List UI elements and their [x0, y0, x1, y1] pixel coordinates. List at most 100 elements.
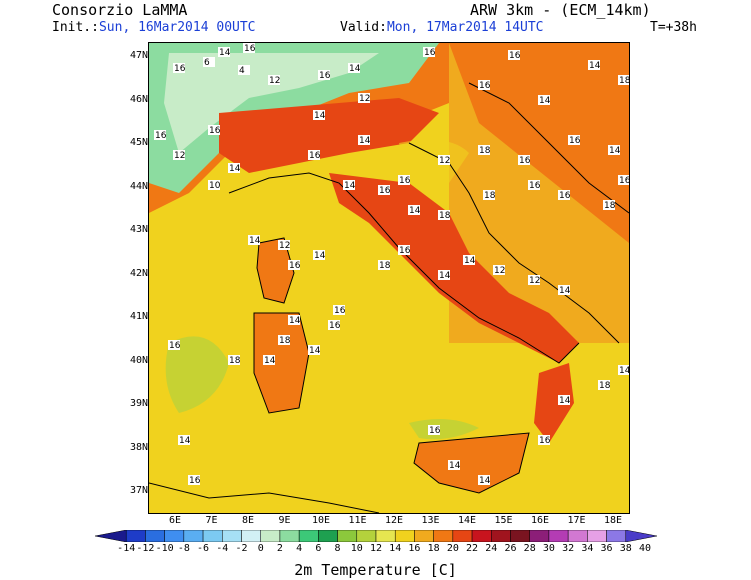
temperature-value: 18	[604, 201, 616, 211]
temperature-value: 14	[539, 96, 551, 106]
temperature-value: 16	[334, 306, 346, 316]
temperature-value: 18	[379, 261, 391, 271]
lat-label: 41N	[129, 311, 148, 322]
temperature-label: 18	[378, 260, 391, 271]
temperature-value: 14	[409, 206, 421, 216]
temperature-value: 16	[509, 51, 521, 61]
init-value: Sun, 16Mar2014 00UTC	[98, 20, 256, 35]
adriatic-fill	[399, 139, 469, 183]
temperature-label-bg	[243, 43, 255, 53]
temperature-value: 16	[244, 44, 256, 54]
colorbar-cell	[125, 530, 146, 542]
temperature-value: 16	[429, 426, 441, 436]
colorbar-tick-label: 40	[638, 543, 652, 554]
temperature-label-bg	[568, 135, 580, 145]
temperature-label-bg	[558, 395, 570, 405]
temperature-label-bg	[558, 190, 570, 200]
colorbar-tick-label: 2	[276, 543, 283, 554]
temperature-label-bg	[438, 270, 450, 280]
temperature-value: 14	[589, 61, 601, 71]
temperature-label-bg	[438, 155, 450, 165]
temperature-value: 16	[399, 246, 411, 256]
peninsula-fill	[329, 173, 579, 363]
temperature-value: 4	[239, 66, 245, 76]
temperature-label-bg	[598, 380, 610, 390]
colorbar-cell	[183, 530, 204, 542]
coastline-sicily	[413, 432, 530, 494]
temperature-label: 16	[188, 475, 201, 486]
temperature-value: 14	[289, 316, 301, 326]
temperature-label-bg	[448, 460, 460, 470]
temperature-label-bg	[493, 265, 505, 275]
temperature-label-bg	[408, 205, 420, 215]
temperature-label: 14	[558, 395, 571, 406]
temperature-value: 18	[479, 146, 491, 156]
colorbar-tick-label: 22	[466, 543, 479, 554]
temperature-label-bg	[278, 335, 290, 345]
colorbar-cell	[260, 530, 281, 542]
lon-label: 7E	[205, 515, 218, 526]
temperature-label: 18	[598, 380, 611, 391]
temperature-value: 12	[529, 276, 540, 286]
temperature-label: 12	[173, 150, 185, 161]
temperature-label: 16	[168, 340, 181, 351]
temperature-value: 16	[309, 151, 321, 161]
temperature-value: 14	[344, 181, 356, 191]
temperature-label-bg	[328, 320, 340, 330]
lead-time: T=+38h	[650, 20, 697, 35]
temperature-label: 14	[313, 110, 326, 121]
temperature-map: 16 14 16 6 4 12 16 14 16 16 14 12 16 14 18 16 16 14 10 14 12…	[148, 42, 630, 514]
temperature-label-bg	[538, 95, 550, 105]
temperature-label: 16	[428, 425, 441, 436]
temperature-label: 14	[478, 475, 491, 486]
temperature-label: 16	[378, 185, 391, 196]
temperature-label: 12	[278, 240, 290, 251]
colorbar-tick-label: 38	[619, 543, 632, 554]
lon-label: 17E	[567, 515, 586, 526]
temperature-label-bg	[478, 145, 490, 155]
temperature-label-bg	[483, 190, 495, 200]
temperature-label: 12	[493, 265, 505, 276]
valid-label: Valid:	[340, 20, 387, 35]
temperature-label-bg	[218, 47, 230, 57]
temperature-label: 16	[333, 305, 346, 316]
temperature-value: 14	[559, 396, 571, 406]
temperature-value: 14	[609, 146, 621, 156]
temperature-value: 14	[309, 346, 321, 356]
temperature-label: 14	[358, 135, 371, 146]
temperature-label-bg	[318, 70, 330, 80]
colorbar	[95, 530, 657, 542]
temperature-label-bg	[428, 425, 440, 435]
valid-value: Mon, 17Mar2014 14UTC	[386, 20, 544, 35]
temperature-label-bg	[268, 75, 280, 85]
temperature-label: 16	[208, 125, 221, 136]
temperature-label-bg	[333, 305, 345, 315]
colorbar-cell	[95, 530, 127, 542]
lon-label: 8E	[241, 515, 255, 526]
temperature-label: 18	[483, 190, 496, 201]
org-title: Consorzio LaMMA	[52, 1, 188, 19]
temperature-label-bg	[178, 435, 190, 445]
temperature-label: 16	[518, 155, 531, 166]
temperature-value: 18	[599, 381, 611, 391]
colorbar-cell	[375, 530, 396, 542]
temperature-label-bg	[478, 80, 490, 90]
colorbar-tick-label: 34	[581, 543, 594, 554]
temperature-value: 16	[619, 176, 629, 186]
temperature-label-bg	[558, 285, 570, 295]
valid-time: Valid:Mon, 17Mar2014 14UTC	[340, 20, 544, 36]
colorbar-tick-label: 0	[257, 543, 264, 554]
temperature-label: 14	[448, 460, 461, 471]
temperature-label: 12	[268, 75, 280, 86]
colorbar-cell	[318, 530, 338, 542]
temperature-value: 18	[279, 336, 291, 346]
temperature-value: 18	[484, 191, 496, 201]
po-valley-fill	[219, 98, 439, 173]
init-time: Init.:Sun, 16Mar2014 00UTC	[52, 20, 256, 36]
temperature-label-bg	[398, 175, 410, 185]
temperature-label-bg	[208, 125, 220, 135]
temperature-label-bg	[228, 355, 240, 365]
temperature-label-bg	[463, 255, 475, 265]
temperature-label: 16	[288, 260, 301, 271]
colorbar-tick-label: -2	[235, 543, 248, 554]
